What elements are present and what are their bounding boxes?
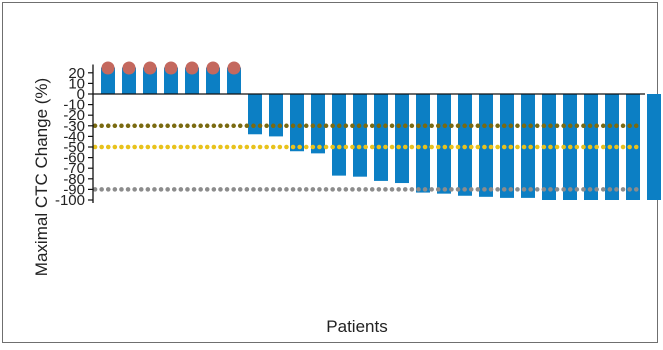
y-tick-label: 20 xyxy=(68,65,85,82)
bar xyxy=(311,94,325,154)
bar xyxy=(521,94,535,198)
bar xyxy=(122,67,136,94)
bar xyxy=(206,67,220,94)
bar xyxy=(269,94,283,137)
bar xyxy=(101,67,115,94)
y-tick-label: -10 xyxy=(63,97,85,114)
bar xyxy=(185,67,199,94)
cap-marker xyxy=(206,61,220,75)
y-tick-label: -30 xyxy=(63,118,85,135)
bar xyxy=(353,94,367,177)
cap-markers-group xyxy=(101,61,241,75)
bar xyxy=(395,94,409,184)
bar xyxy=(500,94,514,198)
bar xyxy=(332,94,346,176)
y-tick-label: -100 xyxy=(55,192,85,209)
y-tick-label: -20 xyxy=(63,107,85,124)
bar xyxy=(290,94,304,152)
cap-marker xyxy=(122,61,136,75)
bar xyxy=(164,67,178,94)
cap-marker xyxy=(164,61,178,75)
bar xyxy=(437,94,451,194)
y-tick-label: -70 xyxy=(63,160,85,177)
cap-marker xyxy=(101,61,115,75)
y-axis-title: Maximal CTC Change (%) xyxy=(32,78,51,276)
bar xyxy=(248,94,262,135)
reference-lines-group xyxy=(92,123,644,192)
y-tick-label: -60 xyxy=(63,150,85,167)
bar xyxy=(143,67,157,94)
bar xyxy=(647,94,661,200)
cap-marker xyxy=(185,61,199,75)
bar xyxy=(626,94,640,200)
bar xyxy=(374,94,388,181)
y-tick-label: -80 xyxy=(63,171,85,188)
y-tick-label: 0 xyxy=(77,86,85,103)
x-axis-title: Patients xyxy=(326,317,387,336)
y-tick-label: -90 xyxy=(63,181,85,198)
bar xyxy=(416,94,430,193)
cap-marker xyxy=(143,61,157,75)
cap-marker xyxy=(227,61,241,75)
y-tick-label: -50 xyxy=(63,139,85,156)
y-tick-label: 10 xyxy=(68,75,85,92)
bars-group xyxy=(101,67,661,200)
y-tick-label: -40 xyxy=(63,128,85,145)
bar xyxy=(227,67,241,94)
